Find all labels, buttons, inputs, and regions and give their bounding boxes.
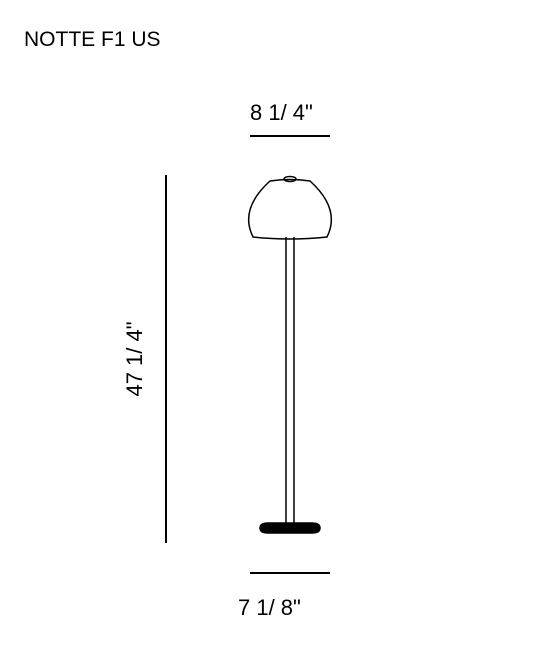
product-title: NOTTE F1 US bbox=[24, 28, 161, 52]
lamp-diagram bbox=[240, 175, 340, 545]
height-dimension-bar bbox=[165, 175, 167, 543]
height-dimension-label: 47 1/ 4" bbox=[122, 314, 148, 404]
base-dimension-bar bbox=[250, 572, 330, 574]
base-dimension-label: 7 1/ 8" bbox=[238, 595, 301, 621]
top-dimension-label: 8 1/ 4" bbox=[250, 100, 313, 126]
top-dimension-bar bbox=[250, 135, 330, 137]
